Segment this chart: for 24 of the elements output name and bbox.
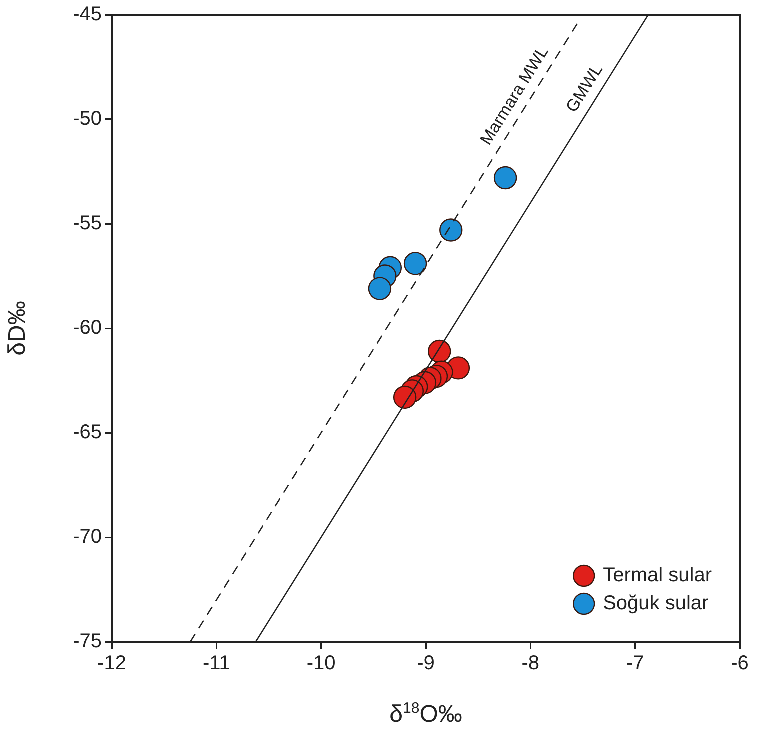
y-tick-label: -70 — [73, 526, 102, 548]
x-tick-label: -12 — [98, 652, 126, 675]
legend-label: Soğuk sular — [603, 592, 710, 615]
point — [404, 252, 428, 276]
y-tick-label: -45 — [73, 4, 102, 26]
x-tick-label: -9 — [417, 652, 435, 675]
y-tick-label: -60 — [73, 317, 102, 340]
y-tick-label: -75 — [73, 630, 102, 653]
point — [440, 218, 463, 242]
y-tick-label: -65 — [73, 422, 102, 444]
x-tick-label: -8 — [522, 652, 540, 675]
x-tick-label: -10 — [306, 652, 336, 675]
x-axis-title: δ$^{18}$O‰ — [388, 700, 464, 729]
point — [368, 277, 392, 300]
legend-label: Termal sular — [603, 564, 712, 587]
y-tick-label: -50 — [73, 108, 102, 130]
y-tick-label: -55 — [73, 212, 102, 235]
point — [393, 386, 417, 410]
x-tick-label: -11 — [202, 652, 230, 675]
x-tick-label: -6 — [731, 652, 749, 675]
x-tick-label: -7 — [626, 652, 644, 675]
y-axis-title: δD‰ — [4, 301, 32, 356]
point — [428, 340, 452, 364]
point — [494, 166, 518, 190]
